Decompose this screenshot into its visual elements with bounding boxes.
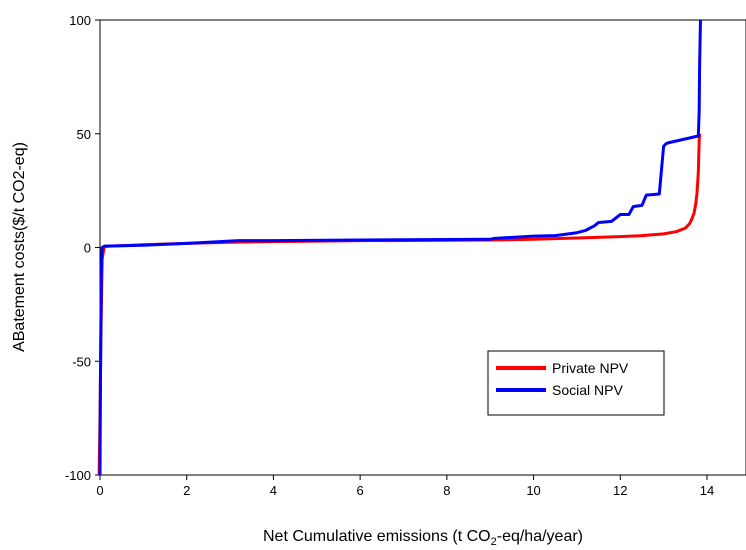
x-axis-title: Net Cumulative emissions (t CO2-eq/ha/ye… [263, 528, 583, 548]
x-tick-label: 6 [357, 483, 364, 498]
x-tick-label: 2 [183, 483, 190, 498]
x-axis-title-tail: -eq/ha/year) [497, 528, 583, 545]
x-tick-label: 14 [700, 483, 714, 498]
y-tick-label: 100 [69, 13, 91, 28]
legend-label-private-npv: Private NPV [552, 360, 629, 376]
y-tick-label: 0 [84, 241, 91, 256]
x-tick-label: 12 [613, 483, 627, 498]
x-tick-label: 0 [96, 483, 103, 498]
y-tick-label: 50 [77, 127, 91, 142]
x-tick-label: 4 [270, 483, 277, 498]
y-axis-title: ABatement costs($/t CO2-eq) [11, 142, 28, 352]
y-tick-label: -100 [65, 468, 91, 483]
x-tick-label: 8 [443, 483, 450, 498]
y-tick-label: -50 [72, 354, 91, 369]
legend: Private NPV Social NPV [487, 350, 665, 416]
axis-ticks: 0 2 4 6 8 10 12 14 -100 -50 0 50 100 [65, 13, 714, 498]
series-layer [97, 19, 702, 476]
legend-label-social-npv: Social NPV [552, 382, 623, 398]
series-line-social-npv [98, 19, 702, 476]
legend-box [487, 350, 665, 416]
x-axis-title-main: Net Cumulative emissions (t CO [263, 528, 491, 545]
x-axis-title-subscript: 2 [491, 536, 497, 548]
x-tick-label: 10 [526, 483, 540, 498]
